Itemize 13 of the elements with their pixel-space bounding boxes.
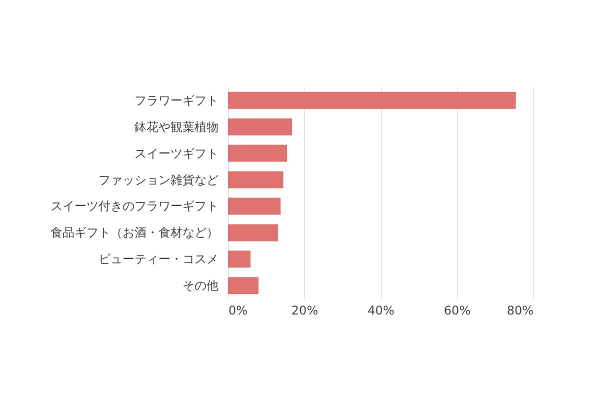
y-tick-label: フラワーギフト <box>134 93 218 108</box>
y-tick-label: スイーツ付きのフラワーギフト <box>50 199 218 214</box>
y-tick-label: 鉢花や観葉植物 <box>134 120 218 134</box>
y-tick-label: その他 <box>182 278 218 293</box>
y-tick-label: スイーツギフト <box>134 146 218 160</box>
x-tick-label: 20% <box>291 304 318 318</box>
x-tick-label: 0% <box>228 304 248 318</box>
x-tick-label: 60% <box>444 304 471 318</box>
x-tick-label: 80% <box>506 304 534 318</box>
y-tick-label: ファッション雑貨など <box>98 172 218 187</box>
y-tick-label: ビューティー・コスメ <box>98 252 218 266</box>
x-tick-label: 40% <box>368 304 394 318</box>
y-tick-label: 食品ギフト（お酒・食材など） <box>50 226 218 240</box>
